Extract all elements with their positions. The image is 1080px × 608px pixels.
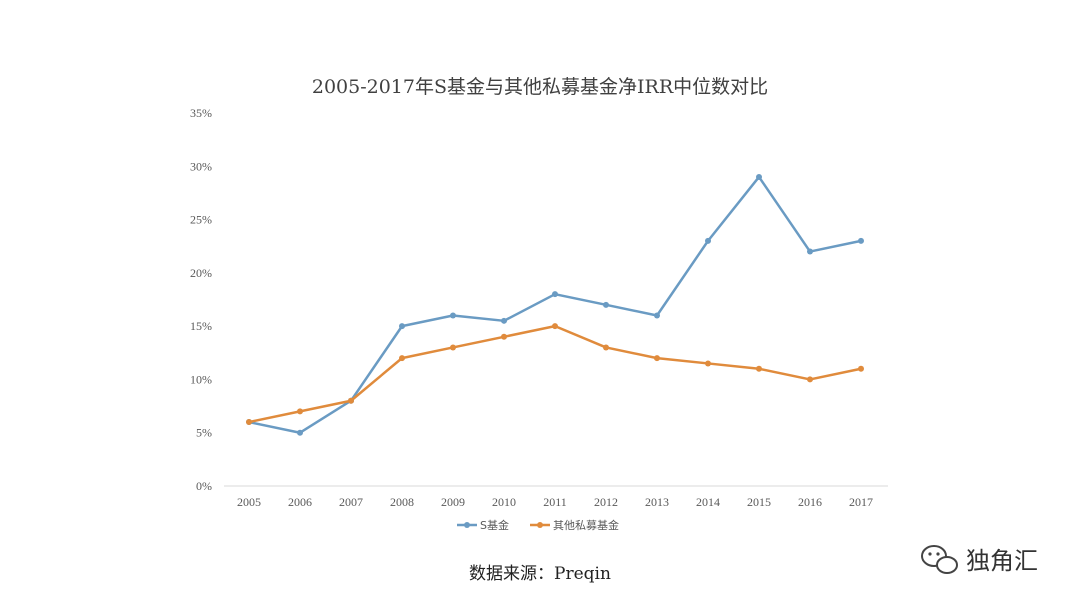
data-point: [705, 360, 711, 367]
x-tick-label: 2014: [696, 495, 720, 509]
y-tick-label: 30%: [190, 159, 212, 173]
x-tick-label: 2007: [339, 495, 363, 509]
legend-label: 其他私募基金: [553, 518, 619, 532]
data-point: [297, 429, 303, 436]
watermark: 独角汇: [921, 545, 1038, 575]
x-tick-label: 2013: [645, 495, 669, 509]
y-axis-ticks: 0% 5% 10% 15% 20% 25% 30% 35%: [190, 106, 212, 493]
data-point: [399, 323, 405, 330]
x-tick-label: 2005: [237, 495, 261, 509]
data-point: [450, 344, 456, 351]
x-tick-label: 2017: [849, 495, 873, 509]
data-point: [501, 317, 507, 324]
data-point: [807, 248, 813, 255]
x-tick-label: 2015: [747, 495, 771, 509]
y-tick-label: 25%: [190, 213, 212, 227]
data-point: [603, 301, 609, 308]
y-tick-label: 0%: [196, 479, 212, 493]
x-tick-label: 2008: [390, 495, 414, 509]
watermark-text: 独角汇: [966, 547, 1038, 575]
x-tick-label: 2009: [441, 495, 465, 509]
y-tick-label: 20%: [190, 266, 212, 280]
y-tick-label: 35%: [190, 106, 212, 120]
x-tick-label: 2012: [594, 495, 618, 509]
chart-title: 2005-2017年S基金与其他私募基金净IRR中位数对比: [312, 76, 768, 98]
x-tick-label: 2016: [798, 495, 822, 509]
data-point: [348, 397, 354, 404]
y-tick-label: 5%: [196, 426, 212, 440]
data-point: [603, 344, 609, 351]
data-point: [654, 312, 660, 319]
data-point: [297, 408, 303, 415]
x-tick-label: 2010: [492, 495, 516, 509]
data-point: [246, 419, 252, 426]
data-point: [552, 291, 558, 298]
x-tick-label: 2006: [288, 495, 312, 509]
data-point: [858, 237, 864, 244]
y-tick-label: 10%: [190, 372, 212, 386]
data-point: [399, 355, 405, 362]
source-label: 数据来源：Preqin: [469, 564, 611, 584]
wechat-icon: [921, 545, 958, 574]
data-point: [450, 312, 456, 319]
data-point: [501, 333, 507, 340]
y-tick-label: 15%: [190, 319, 212, 333]
data-point: [756, 173, 762, 180]
legend-marker: [464, 522, 470, 528]
plot-area: [246, 173, 864, 436]
data-point: [552, 323, 558, 330]
data-point: [705, 237, 711, 244]
data-point: [756, 365, 762, 372]
data-point: [858, 365, 864, 372]
legend-label: S基金: [480, 518, 509, 532]
data-point: [807, 376, 813, 383]
series-line: [247, 175, 863, 434]
x-axis-ticks: 2005 2006 2007 2008 2009 2010 2011 2012 2013 2014…: [237, 495, 873, 509]
x-tick-label: 2011: [543, 495, 567, 509]
data-point: [654, 355, 660, 362]
legend: S基金 其他私募基金: [457, 518, 619, 532]
legend-marker: [537, 522, 543, 528]
